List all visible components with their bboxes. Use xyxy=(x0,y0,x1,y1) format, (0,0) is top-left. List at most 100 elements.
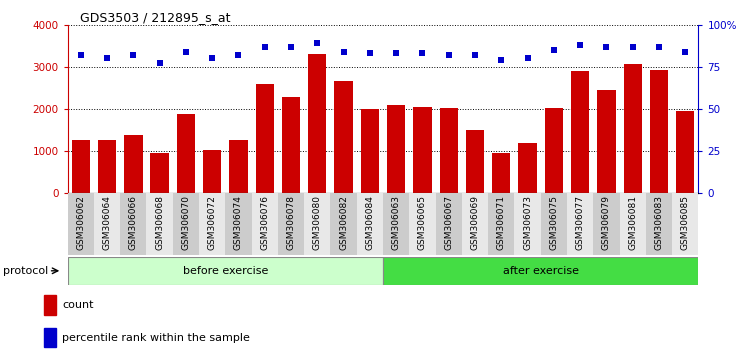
Point xyxy=(679,49,691,55)
Bar xyxy=(68,193,94,255)
Text: GSM306075: GSM306075 xyxy=(550,195,558,250)
Text: GSM306066: GSM306066 xyxy=(129,195,137,250)
Bar xyxy=(544,108,563,193)
Text: GSM306064: GSM306064 xyxy=(103,195,111,250)
Text: GSM306070: GSM306070 xyxy=(182,195,190,250)
Bar xyxy=(620,193,646,255)
Point xyxy=(258,44,271,50)
Bar xyxy=(44,328,56,348)
Text: after exercise: after exercise xyxy=(502,266,579,276)
Text: GSM306073: GSM306073 xyxy=(523,195,532,250)
Point xyxy=(575,42,587,48)
Text: GSM306084: GSM306084 xyxy=(366,195,374,250)
Bar xyxy=(252,193,278,255)
Point xyxy=(364,51,376,56)
Bar xyxy=(383,193,409,255)
Point xyxy=(285,44,297,50)
Text: protocol: protocol xyxy=(4,266,49,276)
Point xyxy=(312,40,324,46)
Bar xyxy=(597,90,616,193)
Text: GSM306062: GSM306062 xyxy=(77,195,85,250)
Text: GSM306076: GSM306076 xyxy=(261,195,269,250)
Point xyxy=(75,52,87,58)
Bar xyxy=(330,193,357,255)
Bar xyxy=(304,193,330,255)
Text: GSM306079: GSM306079 xyxy=(602,195,611,250)
Bar xyxy=(413,107,432,193)
Text: GSM306068: GSM306068 xyxy=(155,195,164,250)
Bar xyxy=(255,84,274,193)
Bar xyxy=(360,109,379,193)
Point xyxy=(443,52,455,58)
Point xyxy=(416,51,428,56)
Point xyxy=(338,49,350,55)
Text: GSM306069: GSM306069 xyxy=(471,195,479,250)
Bar xyxy=(650,70,668,193)
Bar xyxy=(623,64,642,193)
Bar xyxy=(466,130,484,193)
Point xyxy=(233,52,245,58)
Bar xyxy=(646,193,672,255)
Bar xyxy=(383,257,698,285)
Bar xyxy=(387,105,406,193)
Point xyxy=(521,56,533,61)
Text: percentile rank within the sample: percentile rank within the sample xyxy=(62,333,250,343)
Bar xyxy=(71,141,90,193)
Point xyxy=(601,44,613,50)
Point xyxy=(101,56,113,61)
Bar xyxy=(518,143,537,193)
Text: GSM306063: GSM306063 xyxy=(392,195,400,250)
Bar xyxy=(593,193,620,255)
Bar xyxy=(436,193,462,255)
Text: GSM306085: GSM306085 xyxy=(681,195,689,250)
Point xyxy=(548,47,560,53)
Bar xyxy=(173,193,199,255)
Text: GSM306080: GSM306080 xyxy=(313,195,321,250)
Bar xyxy=(124,135,143,193)
Bar xyxy=(541,193,567,255)
Bar xyxy=(488,193,514,255)
Bar xyxy=(98,139,116,193)
Bar xyxy=(94,193,120,255)
Point xyxy=(626,44,638,50)
Bar xyxy=(44,295,56,315)
Text: GDS3503 / 212895_s_at: GDS3503 / 212895_s_at xyxy=(80,11,231,24)
Bar xyxy=(492,153,511,193)
Bar xyxy=(409,193,436,255)
Bar xyxy=(357,193,383,255)
Bar xyxy=(120,193,146,255)
Point xyxy=(206,56,219,61)
Point xyxy=(469,52,481,58)
Bar xyxy=(229,140,248,193)
Text: GSM306065: GSM306065 xyxy=(418,195,427,250)
Bar xyxy=(308,54,327,193)
Text: GSM306081: GSM306081 xyxy=(629,195,637,250)
Text: GSM306074: GSM306074 xyxy=(234,195,243,250)
Bar xyxy=(225,193,252,255)
Text: GSM306083: GSM306083 xyxy=(655,195,663,250)
Point xyxy=(653,44,665,50)
Point xyxy=(180,49,192,55)
Bar xyxy=(146,193,173,255)
Bar xyxy=(176,114,195,193)
Point xyxy=(154,61,166,66)
Text: GSM306078: GSM306078 xyxy=(287,195,295,250)
Bar xyxy=(514,193,541,255)
Bar xyxy=(150,153,169,193)
Text: GSM306077: GSM306077 xyxy=(576,195,584,250)
Text: GSM306082: GSM306082 xyxy=(339,195,348,250)
Bar xyxy=(68,257,383,285)
Bar xyxy=(676,111,695,193)
Point xyxy=(128,52,140,58)
Bar xyxy=(199,193,225,255)
Text: GSM306067: GSM306067 xyxy=(445,195,453,250)
Bar xyxy=(672,193,698,255)
Bar xyxy=(567,193,593,255)
Bar xyxy=(203,150,222,193)
Bar xyxy=(278,193,304,255)
Point xyxy=(391,51,403,56)
Bar xyxy=(439,108,458,193)
Point xyxy=(496,57,508,63)
Text: GSM306072: GSM306072 xyxy=(208,195,216,250)
Text: before exercise: before exercise xyxy=(182,266,268,276)
